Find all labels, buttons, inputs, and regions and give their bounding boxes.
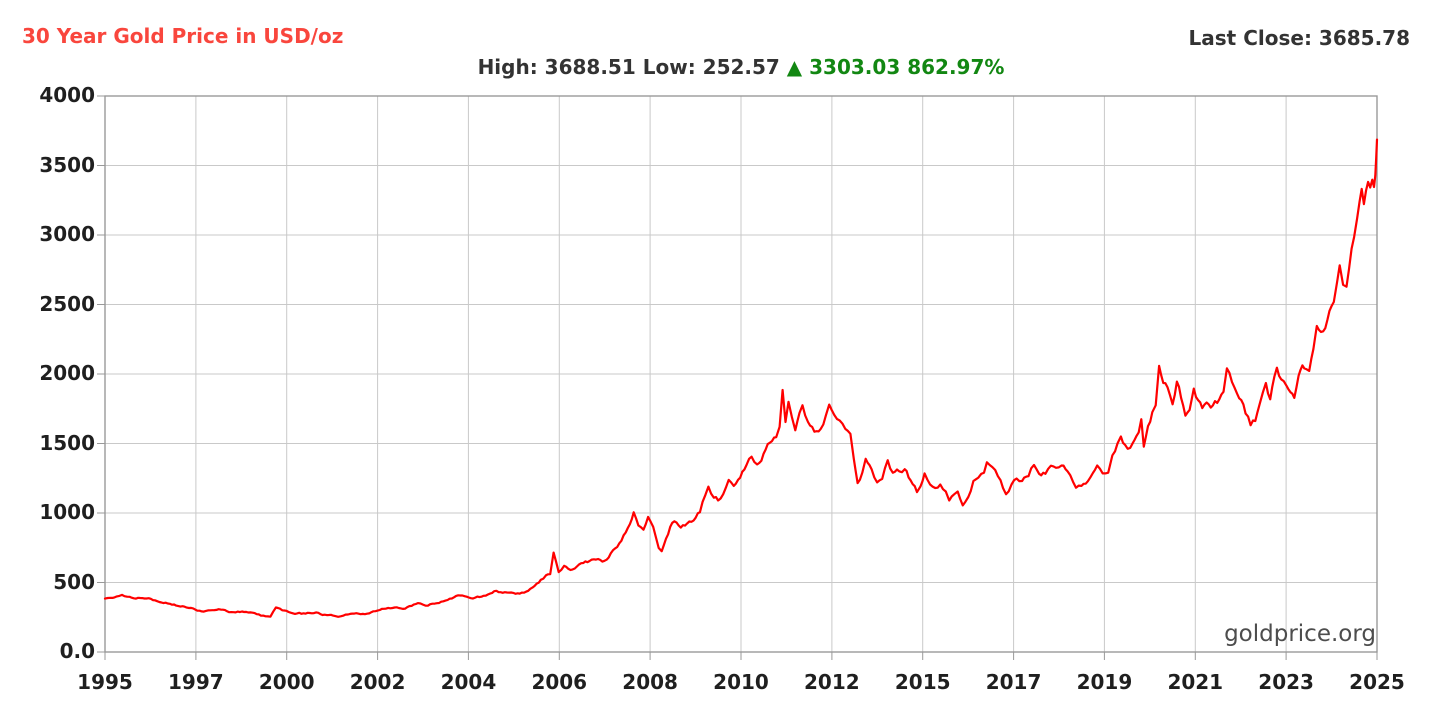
x-axis-tick-label: 2023 bbox=[1258, 670, 1314, 694]
high-low-text: High: 3688.51 Low: 252.57 bbox=[477, 55, 780, 79]
x-axis-tick-label: 1995 bbox=[77, 670, 133, 694]
high-low-stats: High: 3688.51 Low: 252.57 ▲ 3303.03 862.… bbox=[105, 55, 1377, 79]
x-axis-tick-label: 1997 bbox=[168, 670, 224, 694]
x-axis-tick-label: 2008 bbox=[622, 670, 678, 694]
x-axis-tick-label: 2025 bbox=[1349, 670, 1405, 694]
x-axis-tick-label: 2006 bbox=[531, 670, 588, 694]
y-axis-tick-label: 3500 bbox=[39, 152, 95, 177]
x-axis-tick-label: 2010 bbox=[713, 670, 769, 694]
x-axis-tick-label: 2015 bbox=[894, 670, 951, 694]
x-axis-tick-label: 2002 bbox=[349, 670, 406, 694]
y-axis-tick-label: 0.0 bbox=[59, 639, 95, 663]
x-axis-tick-label: 2000 bbox=[258, 670, 315, 694]
last-close-value: Last Close: 3685.78 bbox=[1188, 26, 1410, 50]
y-axis-tick-label: 4000 bbox=[39, 83, 95, 107]
x-axis-tick-label: 2004 bbox=[440, 670, 497, 694]
x-axis-tick-label: 2012 bbox=[804, 670, 860, 694]
x-axis-tick-label: 2021 bbox=[1167, 670, 1224, 694]
y-axis-tick-label: 1000 bbox=[39, 500, 95, 524]
y-axis-tick-label: 3000 bbox=[39, 222, 95, 246]
y-axis-tick-label: 2500 bbox=[39, 291, 95, 316]
y-axis-tick-label: 1500 bbox=[39, 430, 95, 455]
x-axis-tick-label: 2017 bbox=[985, 670, 1042, 694]
x-axis-tick-label: 2019 bbox=[1076, 670, 1133, 694]
chart-title: 30 Year Gold Price in USD/oz bbox=[22, 24, 344, 48]
change-up-text: ▲ 3303.03 862.97% bbox=[786, 55, 1005, 79]
y-axis-tick-label: 500 bbox=[53, 569, 95, 594]
watermark-goldprice-org: goldprice.org bbox=[1224, 621, 1376, 647]
gold-price-line bbox=[103, 138, 1379, 618]
y-axis-tick-label: 2000 bbox=[39, 361, 95, 385]
